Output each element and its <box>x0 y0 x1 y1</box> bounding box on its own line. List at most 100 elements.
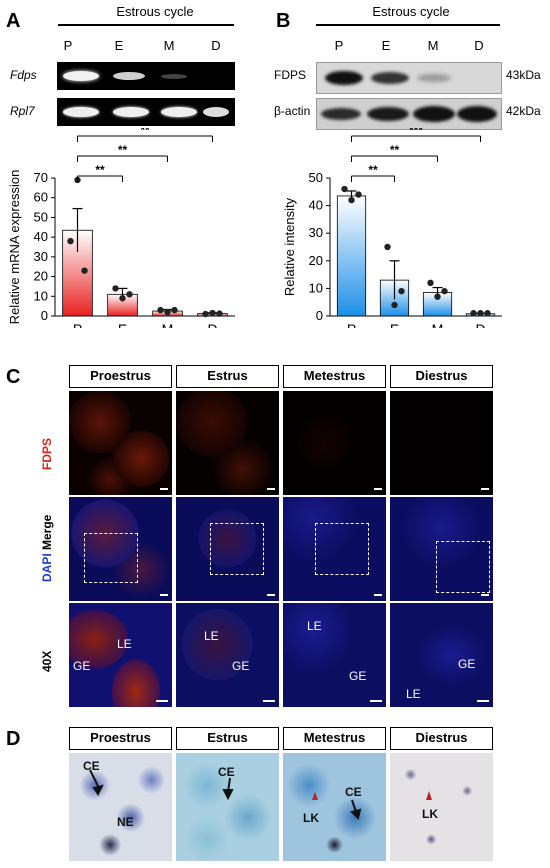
lane-label: P <box>63 38 73 53</box>
zoom-label: GE <box>232 659 250 673</box>
data-point <box>384 243 391 251</box>
y-tick-label: 10 <box>309 280 323 295</box>
smear-image-estrus: CE <box>176 753 279 861</box>
lane-label: E <box>114 38 124 53</box>
lane-label: D <box>474 38 484 53</box>
panel-d-letter: D <box>6 728 21 750</box>
blot-row-label-fdps: FDPS <box>274 68 307 82</box>
y-tick-label: 50 <box>309 170 323 185</box>
bar <box>336 195 367 317</box>
x-tick-label: P <box>347 321 356 328</box>
zoom-label: GE <box>73 659 91 673</box>
data-point <box>348 196 355 204</box>
merge-image-estrus <box>176 497 279 601</box>
data-point <box>341 185 348 193</box>
data-point <box>470 310 477 317</box>
y-tick-label: 60 <box>34 190 48 205</box>
gel-row-label-fdps: Fdps <box>10 68 37 82</box>
panel-a-chart: 0 10 20 30 40 50 60 70 Relative mRNA expression P… <box>7 128 235 328</box>
smear-image-proestrus: CE NE <box>69 753 172 861</box>
zoom-label: GE <box>458 657 476 671</box>
blot-row-label-actin: β-actin <box>274 104 311 118</box>
data-point <box>484 310 491 317</box>
panel-c-header-proestrus: Proestrus <box>69 365 172 388</box>
fdps-image-metestrus <box>283 391 386 495</box>
zoom-label: LE <box>117 637 132 651</box>
y-tick-label: 0 <box>41 308 48 323</box>
lane-label: P <box>334 38 344 53</box>
smear-image-diestrus: LK <box>390 753 493 861</box>
y-tick-label: 50 <box>34 209 48 224</box>
y-tick-label: 30 <box>34 249 48 264</box>
smear-label: CE <box>345 785 362 799</box>
smear-label: LK <box>303 811 319 825</box>
panel-c-letter: C <box>6 366 21 388</box>
panel-b-header-line <box>316 24 500 26</box>
data-point <box>216 310 223 317</box>
data-point <box>126 291 133 298</box>
blot-size-actin: 42kDa <box>506 104 541 118</box>
fdps-image-estrus <box>176 391 279 495</box>
zoom-label: GE <box>349 669 367 683</box>
y-tick-label: 20 <box>309 253 323 268</box>
x-tick-label: M <box>162 321 174 328</box>
y-tick-label: 10 <box>34 288 48 303</box>
panel-d-header-metestrus: Metestrus <box>283 727 386 750</box>
x-tick-label: E <box>118 321 127 328</box>
data-point <box>441 287 448 295</box>
lane-label: D <box>211 38 221 53</box>
zoom-image-estrus: LE GE <box>176 603 279 707</box>
zoom-label: LE <box>307 619 322 633</box>
data-point <box>81 267 88 274</box>
y-tick-label: 40 <box>34 229 48 244</box>
gel-row-label-rpl7: Rpl7 <box>10 104 35 118</box>
zoom-image-metestrus: LE GE <box>283 603 386 707</box>
panel-a-letter: A <box>6 10 21 32</box>
panel-c-header-estrus: Estrus <box>176 365 279 388</box>
x-tick-label: P <box>73 321 82 328</box>
panel-a-header: Estrous cycle <box>116 4 194 19</box>
data-point <box>427 279 434 287</box>
data-point <box>209 309 216 317</box>
y-axis-label: Relative intensity <box>282 197 297 296</box>
data-point <box>202 310 209 318</box>
merge-image-diestrus <box>390 497 493 601</box>
data-point <box>67 237 74 245</box>
panel-b-header: Estrous cycle <box>372 4 450 19</box>
merge-image-metestrus <box>283 497 386 601</box>
smear-label: LK <box>422 807 438 821</box>
panel-d-header-diestrus: Diestrus <box>390 727 493 750</box>
sig-label: ** <box>118 143 128 157</box>
panel-c-header-metestrus: Metestrus <box>283 365 386 388</box>
panel-a-header-line <box>58 24 234 26</box>
smear-label: CE <box>83 759 100 773</box>
lane-label: E <box>381 38 391 53</box>
lane-label: M <box>427 38 439 53</box>
sig-label: ** <box>95 163 105 177</box>
data-point <box>477 310 484 317</box>
data-point <box>398 287 405 295</box>
smear-label: CE <box>218 765 235 779</box>
data-point <box>434 293 441 300</box>
zoom-label: LE <box>204 629 219 643</box>
smear-image-metestrus: CE LK <box>283 753 386 861</box>
smear-label: NE <box>117 815 134 829</box>
blot-size-fdps: 43kDa <box>506 68 541 82</box>
panel-b-letter: B <box>276 10 291 32</box>
panel-d-header-proestrus: Proestrus <box>69 727 172 750</box>
x-tick-label: D <box>475 321 485 328</box>
blot-image-actin <box>316 98 502 130</box>
data-point <box>355 191 362 198</box>
sig-label: ** <box>390 143 400 157</box>
x-tick-label: M <box>432 321 444 328</box>
zoom-image-diestrus: GE LE <box>390 603 493 707</box>
panel-d-header-estrus: Estrus <box>176 727 279 750</box>
zoom-image-proestrus: LE GE <box>69 603 172 707</box>
data-point <box>391 301 398 309</box>
lane-label: M <box>163 38 175 53</box>
y-tick-label: 70 <box>34 170 48 185</box>
panel-c-header-diestrus: Diestrus <box>390 365 493 388</box>
sig-label: ** <box>368 163 378 177</box>
x-tick-label: D <box>207 321 217 328</box>
